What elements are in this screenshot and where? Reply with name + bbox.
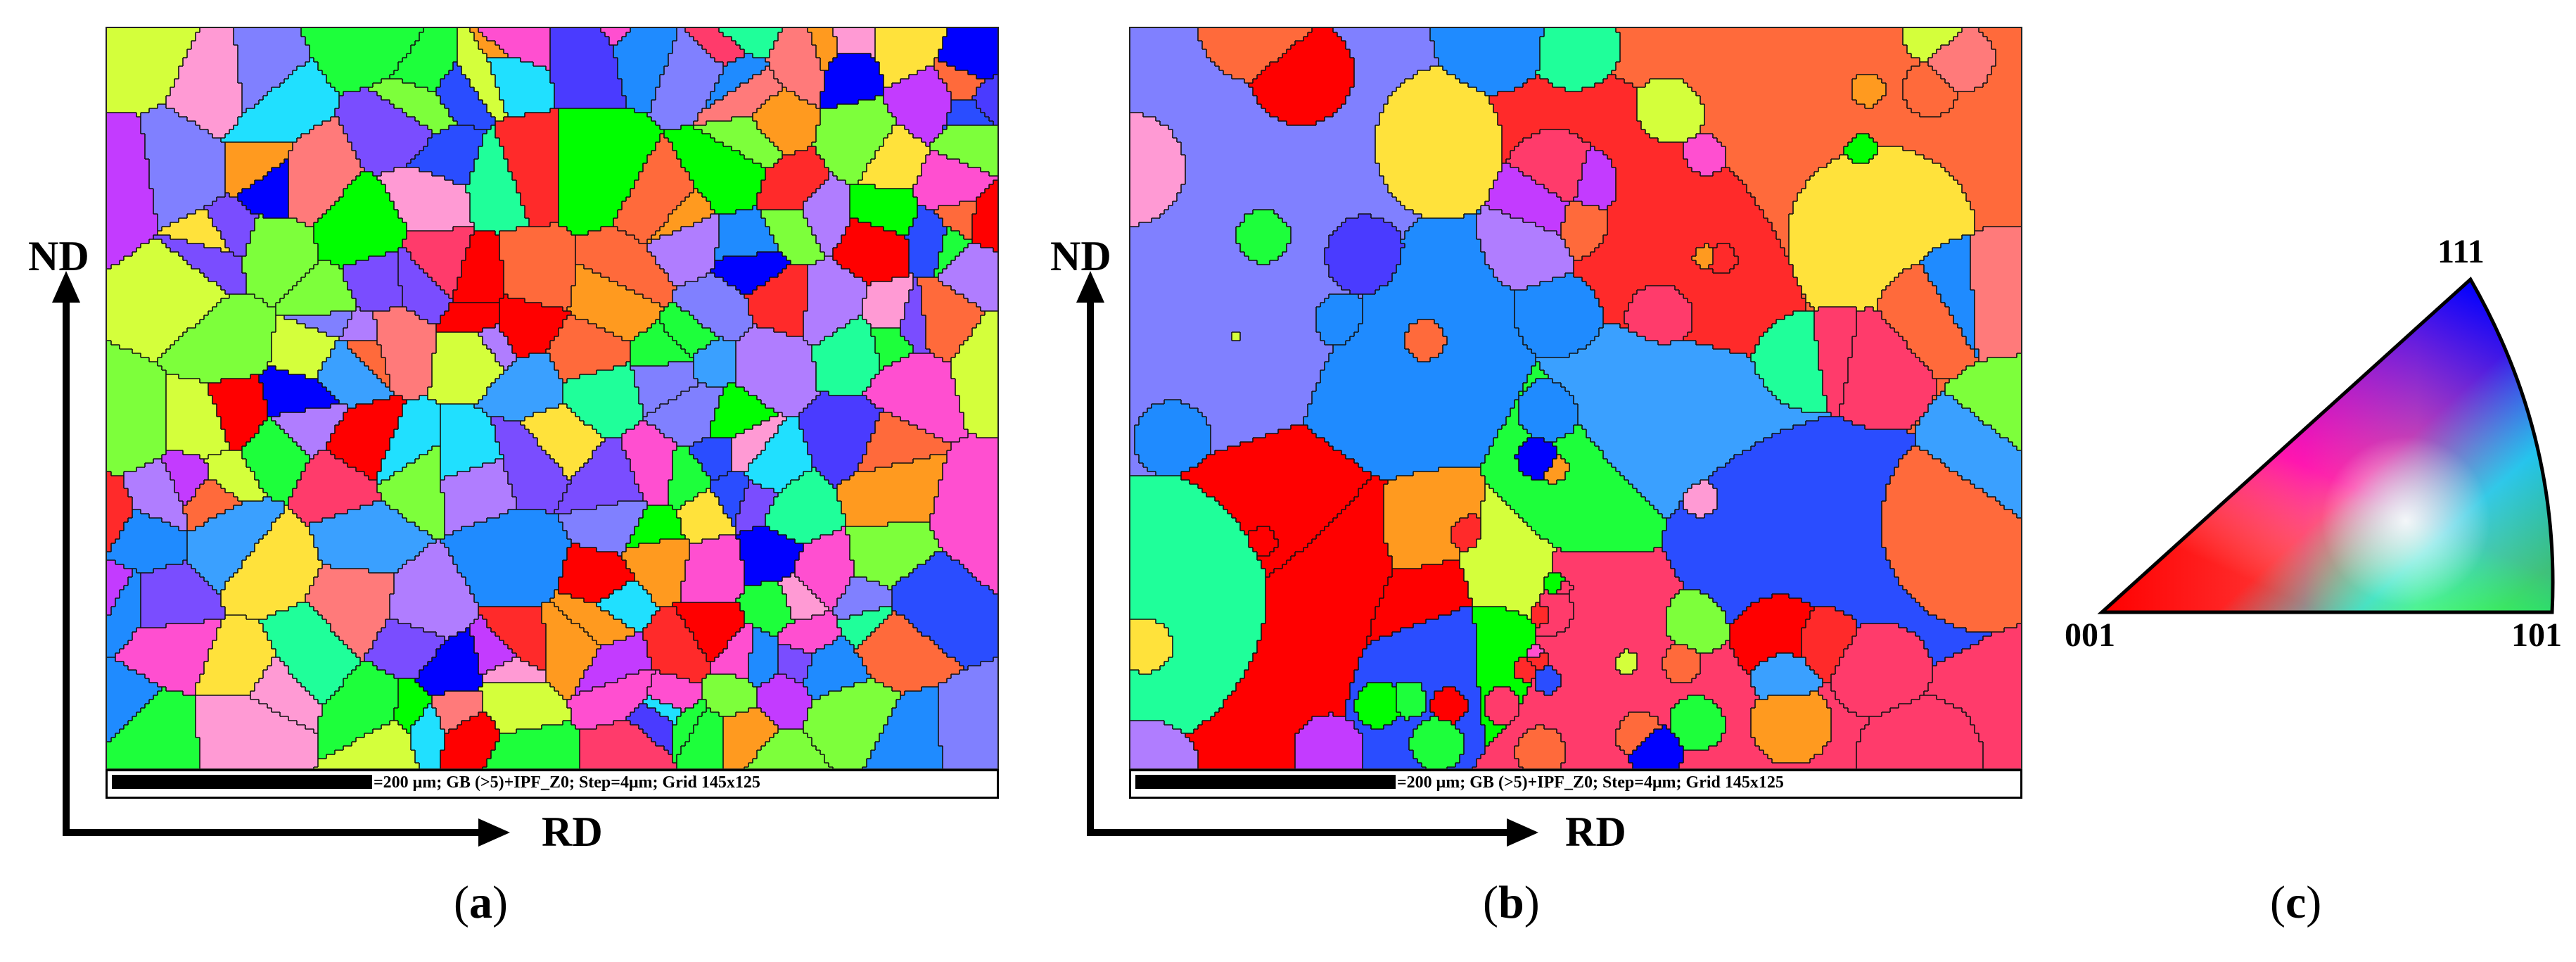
nd-axis-b-arrowhead (1076, 271, 1104, 303)
axes-a-arrows (52, 271, 510, 847)
panel-label-a: (a) (454, 876, 508, 930)
scalebar-b-text: =200 μm; GB (>5)+IPF_Z0; Step=4μm; Grid … (1397, 773, 1784, 792)
panel-label-b-letter: b (1498, 877, 1524, 928)
nd-label-b: ND (1050, 233, 1111, 279)
panel-label-a-letter: a (468, 877, 492, 928)
panel-label-c-letter: c (2285, 877, 2307, 928)
scalebar-a-bar (112, 775, 372, 789)
panel-label-c-close: ) (2306, 877, 2322, 928)
scalebar-b: =200 μm; GB (>5)+IPF_Z0; Step=4μm; Grid … (1129, 769, 2022, 799)
rd-axis-b-arrowhead (1507, 818, 1538, 847)
grain-map-a (107, 28, 997, 768)
panel-label-a-open: ( (454, 877, 469, 928)
panel-label-b: (b) (1483, 876, 1540, 930)
rd-label-a: RD (542, 809, 603, 855)
panel-label-c: (c) (2270, 876, 2321, 930)
nd-label-a: ND (28, 233, 89, 279)
ipf-triangle-outline (2097, 277, 2555, 614)
panel-label-b-open: ( (1483, 877, 1498, 928)
panel-label-b-close: ) (1524, 877, 1540, 928)
nd-axis-a-arrowhead (52, 271, 80, 303)
scalebar-b-bar (1135, 775, 1396, 789)
grain-map-b (1130, 28, 2021, 768)
rd-axis-a-arrowhead (478, 818, 510, 847)
ebsd-map-b (1129, 27, 2022, 770)
scalebar-a-text: =200 μm; GB (>5)+IPF_Z0; Step=4μm; Grid … (374, 773, 760, 792)
ipf-label-101: 101 (2511, 616, 2562, 654)
ipf-label-111: 111 (2437, 233, 2485, 270)
panel-label-c-open: ( (2270, 877, 2285, 928)
panel-label-a-close: ) (492, 877, 508, 928)
ipf-label-001: 001 (2065, 616, 2115, 654)
rd-label-b: RD (1565, 809, 1626, 855)
axes-b-arrows (1076, 271, 1538, 847)
scalebar-a: =200 μm; GB (>5)+IPF_Z0; Step=4μm; Grid … (106, 769, 999, 799)
ebsd-map-a (106, 27, 999, 770)
